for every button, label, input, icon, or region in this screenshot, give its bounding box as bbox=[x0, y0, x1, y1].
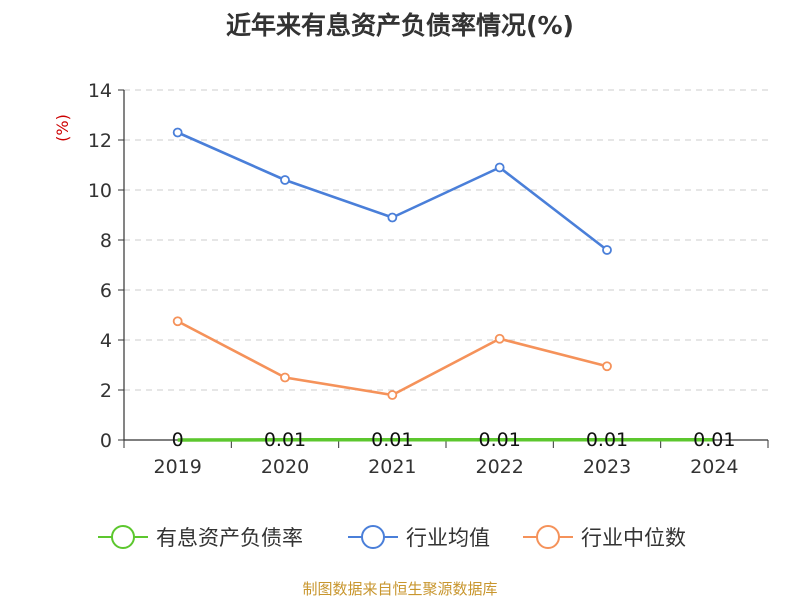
y-tick-label: 2 bbox=[100, 380, 112, 402]
legend-item-1: 行业均值 bbox=[348, 525, 490, 550]
legend-item-0: 有息资产负债率 bbox=[98, 525, 303, 550]
data-point bbox=[387, 212, 398, 223]
y-tick-label: 6 bbox=[100, 280, 112, 302]
data-point bbox=[172, 127, 183, 138]
chart-title: 近年来有息资产负债率情况(%) bbox=[226, 11, 574, 40]
y-axis-label: (%) bbox=[53, 114, 72, 142]
y-tick-label: 14 bbox=[88, 80, 112, 102]
legend-label: 行业中位数 bbox=[581, 526, 686, 550]
data-label: 0.01 bbox=[586, 429, 628, 451]
y-tick-label: 10 bbox=[88, 180, 112, 202]
data-label: 0.01 bbox=[479, 429, 521, 451]
data-point bbox=[602, 245, 612, 255]
grid-lines bbox=[124, 89, 768, 391]
y-tick-label: 4 bbox=[100, 330, 112, 352]
data-point bbox=[387, 390, 398, 400]
x-tick-label-2024: 2024 bbox=[690, 456, 738, 478]
source-note: 制图数据来自恒生聚源数据库 bbox=[302, 580, 498, 598]
data-point bbox=[172, 316, 183, 327]
legend-label: 有息资产负债率 bbox=[156, 526, 303, 550]
y-tick-label: 8 bbox=[100, 230, 112, 252]
y-tick-label: 12 bbox=[88, 130, 112, 152]
x-tick-label-2022: 2022 bbox=[475, 456, 523, 478]
data-labels: 0 0.01 0.01 0.01 0.01 0.01 bbox=[172, 429, 736, 451]
legend: 有息资产负债率 行业均值 行业中位数 bbox=[98, 525, 686, 550]
data-point bbox=[602, 361, 612, 372]
series-line-2 bbox=[177, 320, 608, 397]
legend-marker bbox=[361, 525, 385, 549]
legend-marker bbox=[111, 525, 135, 549]
data-point bbox=[494, 162, 505, 173]
x-tick-label-2023: 2023 bbox=[583, 456, 631, 478]
series-lines bbox=[172, 127, 715, 442]
x-tick-label-2020: 2020 bbox=[261, 456, 309, 478]
x-tick-label-2019: 2019 bbox=[153, 456, 201, 478]
data-label: 0.01 bbox=[264, 429, 306, 451]
legend-marker bbox=[536, 525, 560, 549]
legend-label: 行业均值 bbox=[406, 526, 490, 550]
data-point bbox=[280, 175, 290, 185]
data-point bbox=[494, 333, 505, 344]
legend-item-2: 行业中位数 bbox=[523, 525, 686, 550]
data-label: 0.01 bbox=[693, 429, 735, 451]
x-tick-label-2021: 2021 bbox=[368, 456, 416, 478]
series-line-1 bbox=[177, 131, 608, 252]
y-tick-label: 0 bbox=[100, 430, 112, 452]
data-label: 0 bbox=[172, 429, 184, 451]
data-label: 0.01 bbox=[371, 429, 413, 451]
data-point bbox=[280, 372, 290, 383]
